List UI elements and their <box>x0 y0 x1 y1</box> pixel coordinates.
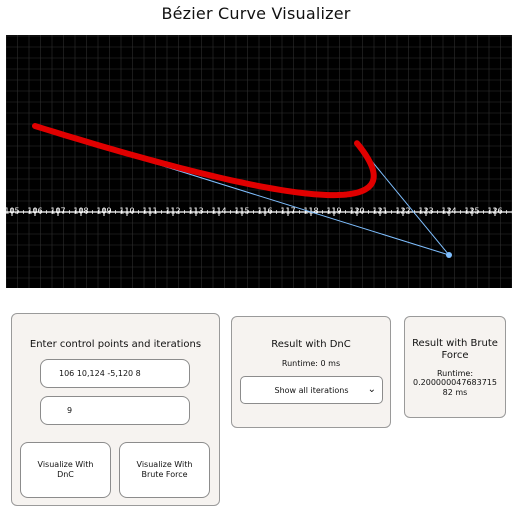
iterations-select[interactable]: Show all iterations ⌄ <box>240 376 383 404</box>
x-tick-label: 105 <box>6 207 20 216</box>
x-tick-label: 106 <box>27 207 42 216</box>
dnc-runtime: Runtime: 0 ms <box>232 359 390 369</box>
brute-result-title: Result with Brute Force <box>412 338 498 361</box>
x-tick-label: 108 <box>73 207 88 216</box>
input-panel: Enter control points and iterations 106 … <box>11 313 220 506</box>
visualize-dnc-button[interactable]: Visualize With DnC <box>20 442 111 498</box>
iterations-select-value: Show all iterations <box>274 385 349 395</box>
dnc-runtime-value: 0 ms <box>320 359 341 368</box>
page-title: Bézier Curve Visualizer <box>161 4 351 23</box>
dnc-runtime-label: Runtime: <box>281 359 318 368</box>
brute-runtime-value: 0.20000004768371582 ms <box>413 378 497 397</box>
x-tick-label: 107 <box>50 207 65 216</box>
input-panel-title: Enter control points and iterations <box>29 339 202 350</box>
visualize-brute-force-button[interactable]: Visualize With Brute Force <box>119 442 210 498</box>
x-tick-label: 119 <box>326 207 341 216</box>
x-tick-label: 122 <box>395 207 410 216</box>
brute-result-panel: Result with Brute Force Runtime: 0.20000… <box>404 316 506 418</box>
x-tick-label: 121 <box>372 207 387 216</box>
x-tick-label: 110 <box>119 207 134 216</box>
x-tick-label: 109 <box>96 207 111 216</box>
control-points-input[interactable]: 106 10,124 -5,120 8 <box>40 359 190 388</box>
x-tick-label: 113 <box>188 207 203 216</box>
chevron-down-icon: ⌄ <box>367 384 376 395</box>
bezier-canvas[interactable]: 105 106 107 108 109 110 111 112 113 114 115 116 117 1… <box>6 35 512 288</box>
x-tick-label: 111 <box>142 207 157 216</box>
brute-runtime-label: Runtime: <box>436 369 474 378</box>
iterations-input[interactable]: 9 <box>40 396 190 425</box>
x-tick-label: 115 <box>234 207 249 216</box>
x-tick-label: 126 <box>487 207 502 216</box>
bezier-curve <box>32 123 377 199</box>
x-tick-label: 112 <box>165 207 180 216</box>
dnc-result-title: Result with DnC <box>271 339 351 350</box>
x-tick-label: 123 <box>418 207 433 216</box>
x-tick-label: 124 <box>441 207 456 216</box>
bezier-plot: 105 106 107 108 109 110 111 112 113 114 115 116 117 1… <box>6 35 512 288</box>
control-point <box>446 252 452 258</box>
x-tick-label: 117 <box>280 207 295 216</box>
x-tick-label: 120 <box>349 207 364 216</box>
x-tick-label: 116 <box>257 207 272 216</box>
dnc-result-panel: Result with DnC Runtime: 0 ms Show all i… <box>231 316 391 428</box>
x-tick-label: 125 <box>464 207 479 216</box>
x-tick-label: 118 <box>303 207 318 216</box>
x-tick-label: 114 <box>211 207 226 216</box>
